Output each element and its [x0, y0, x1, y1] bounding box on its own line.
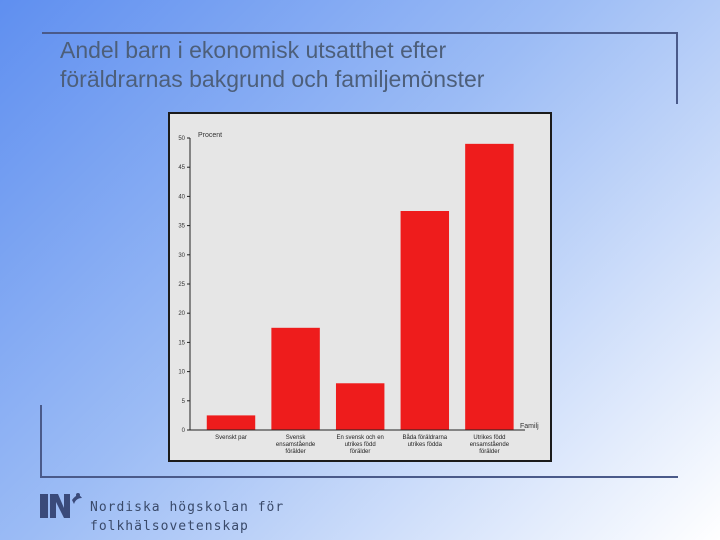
footer-line-2: folkhälsovetenskap: [90, 519, 249, 534]
frame-line-top: [42, 32, 678, 34]
y-tick-label: 35: [178, 224, 185, 230]
x-tick-label: förälder: [285, 449, 305, 455]
x-tick-label: förälder: [350, 449, 370, 455]
slide-title-line-1: Andel barn i ekonomisk utsatthet efter: [60, 37, 447, 63]
y-tick-label: 20: [178, 311, 185, 317]
x-tick-label: Svenskt par: [215, 435, 247, 441]
y-tick-label: 25: [178, 282, 185, 288]
slide-title: Andel barn i ekonomisk utsatthet efter f…: [60, 36, 670, 94]
bar: [335, 383, 385, 430]
y-axis: 0 5 10 15 20 25 30 35 40 45 50: [178, 136, 191, 434]
y-tick-label: 50: [178, 136, 185, 142]
x-tick-label: ensamstående: [276, 441, 316, 448]
bar: [465, 143, 514, 430]
x-tick-label: Båda föräldrarna: [402, 434, 447, 441]
y-tick-label: 40: [178, 194, 185, 200]
x-tick-label: utrikes födda: [408, 442, 443, 448]
slide-title-line-2: föräldrarnas bakgrund och familjemönster: [60, 66, 485, 92]
school-logo-icon: [40, 493, 82, 518]
bar-chart: 0 5 10 15 20 25 30 35 40 45 50 Svenskt par Svensk en…: [168, 112, 552, 462]
bar: [271, 327, 320, 430]
y-tick-label: 45: [178, 165, 185, 171]
x-tick-label: Svensk: [286, 435, 307, 441]
bar: [206, 415, 256, 430]
y-tick-label: 5: [182, 399, 186, 405]
y-tick-label: 0: [182, 428, 186, 434]
x-tick-label: En svensk och en: [337, 435, 384, 441]
x-tick-label: utrikes född: [345, 442, 376, 448]
frame-line-left: [40, 405, 42, 478]
x-axis-label: Familj: [520, 423, 539, 430]
x-tick-label: förälder: [479, 449, 499, 455]
x-axis-labels: Svenskt par SvenskensamståendeförälderEn …: [215, 434, 510, 455]
footer-institution: Nordiska högskolan för folkhälsovetenska…: [90, 498, 284, 536]
frame-line-right: [676, 32, 678, 104]
frame-line-bottom: [40, 476, 678, 478]
y-tick-label: 15: [178, 340, 185, 346]
bar: [400, 211, 450, 430]
x-tick-label: ensamstående: [470, 441, 510, 448]
y-axis-label: Procent: [198, 132, 222, 139]
footer-line-1: Nordiska högskolan för: [90, 500, 285, 515]
y-tick-label: 10: [178, 370, 185, 376]
y-tick-label: 30: [178, 253, 185, 259]
bars: [190, 143, 525, 431]
x-tick-label: Utrikes född: [473, 435, 505, 441]
